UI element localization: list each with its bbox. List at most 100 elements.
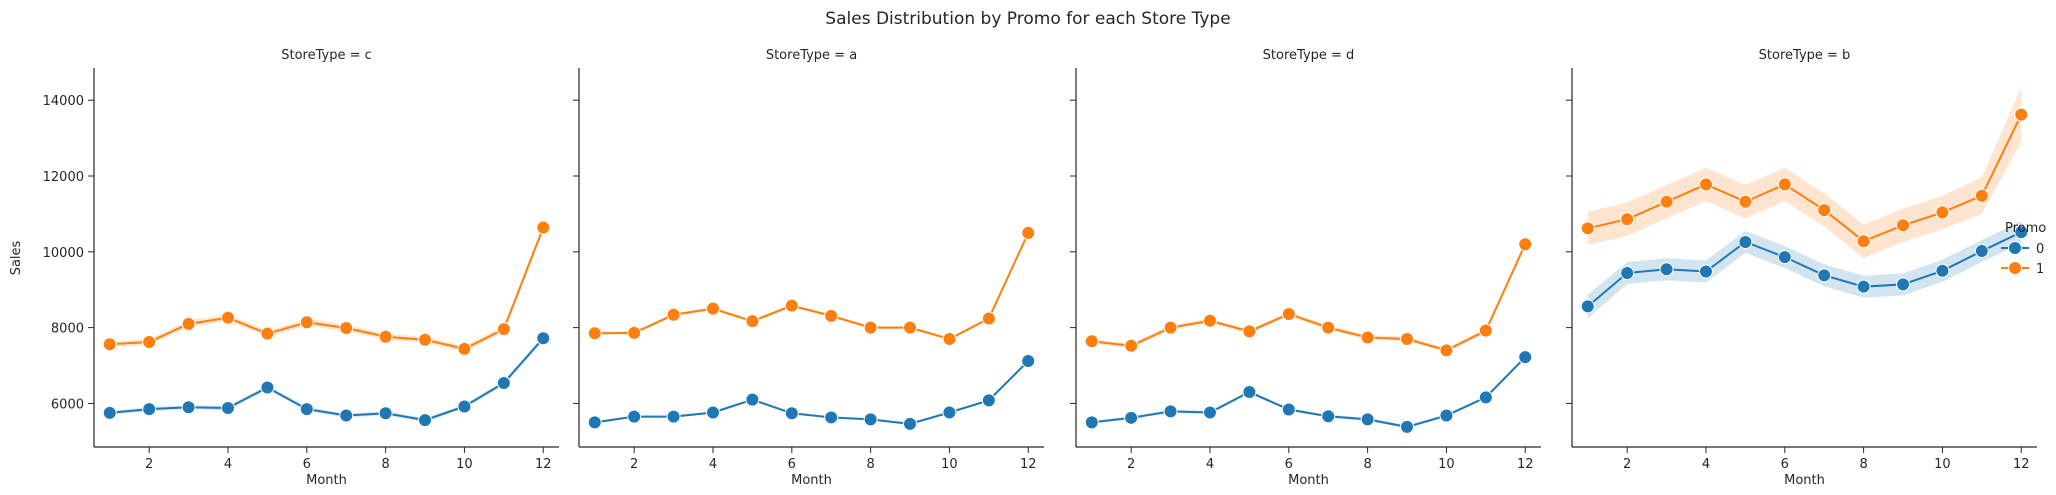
y-tick-label: 8000 — [51, 322, 84, 337]
data-point — [220, 310, 235, 325]
x-tick-label: 2 — [145, 457, 153, 472]
x-tick-label: 4 — [709, 457, 717, 472]
x-axis-label: Month — [1784, 473, 1825, 488]
series-line — [109, 227, 545, 350]
data-point — [2014, 225, 2029, 240]
x-axis-label: Month — [306, 473, 347, 488]
data-point — [142, 402, 157, 417]
series-promo-1 — [1084, 237, 1533, 358]
data-point — [1738, 194, 1753, 209]
x-tick-label: 6 — [1781, 457, 1789, 472]
data-point — [1620, 266, 1635, 281]
series-promo-1 — [102, 220, 551, 356]
data-point — [1163, 320, 1178, 335]
data-point — [1817, 203, 1832, 218]
data-point — [1777, 250, 1792, 265]
data-point — [496, 375, 511, 390]
data-point — [863, 320, 878, 335]
panel-3: StoreType = d 2 4 6 8 10 12 Month — [1070, 48, 1541, 488]
x-tick-label: 10 — [1438, 457, 1455, 472]
data-point — [1321, 320, 1336, 335]
data-point — [1856, 279, 1871, 294]
data-point — [1202, 313, 1217, 328]
data-point — [1439, 408, 1454, 423]
data-point — [1281, 402, 1296, 417]
data-point — [1400, 331, 1415, 346]
data-point — [1084, 415, 1099, 430]
data-point — [824, 308, 839, 323]
x-tick-label: 2 — [1623, 457, 1631, 472]
x-tick-label: 6 — [1285, 457, 1293, 472]
data-point — [1478, 390, 1493, 405]
series-line — [594, 360, 1029, 425]
data-point — [339, 408, 354, 423]
data-point — [418, 332, 433, 347]
data-point — [181, 400, 196, 415]
x-tick-label: 12 — [535, 457, 552, 472]
data-point — [1620, 212, 1635, 227]
data-point — [1580, 221, 1595, 236]
confidence-band — [1587, 221, 2022, 319]
data-point — [666, 409, 681, 424]
data-point — [705, 301, 720, 316]
data-point — [102, 337, 117, 352]
data-point — [536, 220, 551, 235]
data-point — [942, 331, 957, 346]
data-point — [1518, 237, 1533, 252]
panel-title: StoreType = c — [281, 48, 372, 63]
data-point — [1580, 299, 1595, 314]
panel-1: StoreType = c 6000 8000 10000 12000 14000 2 4 6 8… — [43, 48, 559, 488]
data-point — [1124, 410, 1139, 425]
series-promo-0 — [1580, 221, 2029, 319]
series-line — [109, 337, 544, 422]
data-point — [1738, 234, 1753, 249]
x-tick-label: 10 — [941, 457, 958, 472]
data-point — [942, 405, 957, 420]
x-tick-label: 4 — [1702, 457, 1710, 472]
series-line — [1091, 356, 1526, 428]
data-point — [457, 341, 472, 356]
y-axis-label: Sales — [9, 240, 24, 275]
series-line — [594, 232, 1030, 341]
series-line — [1587, 114, 2023, 243]
x-tick-label: 4 — [1206, 457, 1214, 472]
legend-entry-0: 0 — [2001, 241, 2044, 257]
data-point — [260, 326, 275, 341]
panel-title: StoreType = b — [1759, 48, 1851, 63]
legend: Promo 0 1 — [2001, 221, 2046, 277]
confidence-band — [1091, 241, 1526, 353]
x-tick-label: 10 — [456, 457, 473, 472]
x-tick-label: 2 — [630, 457, 638, 472]
data-point — [260, 380, 275, 395]
series-promo-1 — [587, 225, 1036, 346]
data-point — [1698, 264, 1713, 279]
confidence-band — [1587, 87, 2022, 258]
confidence-band — [1091, 355, 1526, 429]
confidence-band — [109, 224, 544, 352]
x-tick-label: 4 — [224, 457, 232, 472]
data-point — [378, 329, 393, 344]
data-point — [863, 412, 878, 427]
data-point — [1659, 194, 1674, 209]
data-point — [784, 406, 799, 421]
x-tick-label: 10 — [1934, 457, 1951, 472]
x-tick-label: 12 — [1517, 457, 1534, 472]
data-point — [1518, 350, 1533, 365]
data-point — [981, 311, 996, 326]
data-point — [299, 402, 314, 417]
y-tick-label: 14000 — [43, 94, 84, 109]
data-point — [1935, 205, 1950, 220]
x-axis-label: Month — [1288, 473, 1329, 488]
data-point — [903, 416, 918, 431]
x-tick-label: 6 — [788, 457, 796, 472]
x-axis-label: Month — [791, 473, 832, 488]
x-tick-label: 12 — [1020, 457, 1037, 472]
series-promo-0 — [1084, 350, 1533, 434]
x-tick-label: 8 — [1363, 457, 1371, 472]
legend-entry-1: 1 — [2001, 261, 2044, 277]
data-point — [339, 320, 354, 335]
data-point — [1817, 268, 1832, 283]
data-point — [102, 405, 117, 420]
data-point — [1242, 385, 1257, 400]
data-point — [1242, 324, 1257, 339]
